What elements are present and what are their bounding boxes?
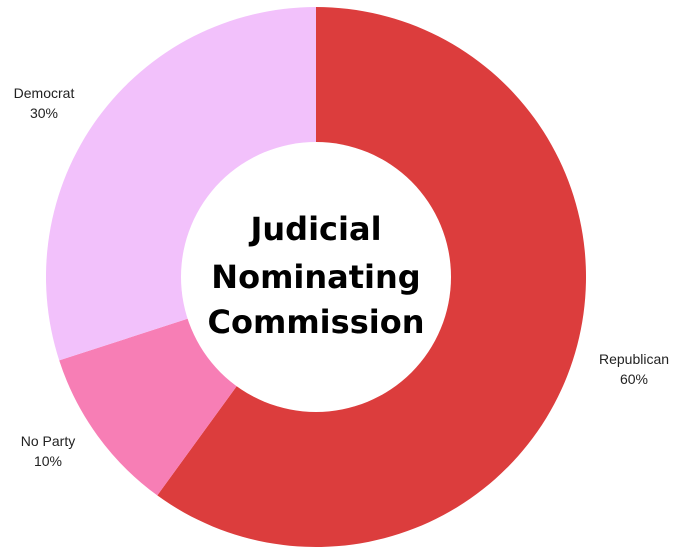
slice-value-republican: 60% [620,371,648,387]
slice-label-republican: Republican [599,351,669,367]
slice-value-democrat: 30% [30,105,58,121]
slice-value-no-party: 10% [34,453,62,469]
donut-hole [181,142,451,412]
chart-title-line-1: Judicial [248,210,381,248]
chart-title-line-3: Commission [208,303,425,341]
slice-label-no-party: No Party [21,433,75,449]
slice-labels-group: Republican 60% No Party 10% Democrat 30% [14,85,669,469]
chart-title-line-2: Nominating [211,258,420,296]
slice-label-democrat: Democrat [14,85,75,101]
